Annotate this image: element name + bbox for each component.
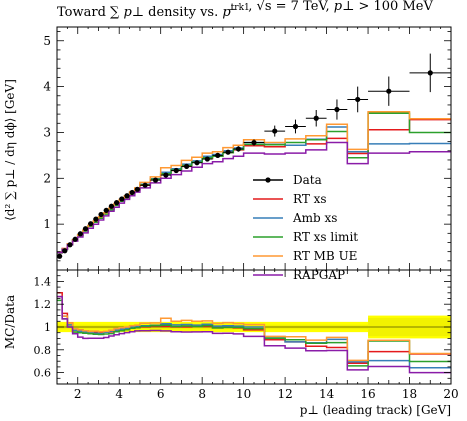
legend-label-3: RT xs limit — [293, 230, 358, 244]
chart-title: Toward ∑ p⊥ density vs. ptrk1⊥, √s = 7 T… — [57, 0, 433, 20]
x-tick-label: 10 — [236, 387, 251, 401]
data-point — [103, 207, 109, 213]
series-line-4 — [57, 141, 451, 254]
x-tick-label: 2 — [74, 387, 82, 401]
data-point — [251, 139, 257, 146]
x-tick-label: 14 — [319, 387, 335, 401]
data-point — [163, 172, 169, 178]
legend-label-4: RT MB UE — [293, 249, 357, 263]
data-point — [56, 253, 63, 259]
ratio-tick-label: 0.6 — [34, 367, 52, 380]
series-line-2 — [57, 112, 451, 254]
legend-label-0: Data — [293, 173, 322, 187]
ratio-tick-label: 1.4 — [34, 275, 52, 288]
data-point — [292, 123, 299, 130]
ratio-panel: 0.6 0.8 1 1.2 1.4 2 4 6 8 10 12 14 16 18 20 MC/Data p… — [3, 269, 459, 417]
ratio-y-axis: 0.6 0.8 1 1.2 1.4 — [34, 275, 451, 385]
main-y-axis: 1 2 3 4 5 — [43, 31, 451, 262]
x-tick-label: 4 — [115, 387, 123, 401]
x-tick-label: 20 — [443, 387, 458, 401]
data-point — [134, 186, 140, 192]
series-line-3 — [57, 111, 451, 254]
data-point — [215, 152, 221, 158]
data-point — [427, 70, 433, 76]
data-point — [124, 193, 130, 199]
legend-label-1: RT xs — [293, 192, 327, 206]
x-tick-label: 18 — [402, 387, 417, 401]
data-point — [72, 236, 78, 242]
data-point — [108, 203, 115, 209]
y-tick-label: 4 — [43, 80, 51, 94]
data-point — [173, 167, 179, 174]
main-frame — [56, 26, 452, 271]
ratio-series-group — [57, 292, 451, 374]
data-point — [152, 177, 159, 183]
data-point — [62, 248, 68, 254]
ratio-line-3 — [57, 295, 451, 362]
ratio-tick-label: 1.2 — [34, 298, 52, 311]
data-point — [114, 200, 120, 206]
x-tick-label: 16 — [360, 387, 375, 401]
data-point — [386, 88, 392, 94]
ratio-line-2 — [57, 299, 451, 367]
ratio-y-label: MC/Data — [3, 295, 17, 349]
data-point — [93, 216, 99, 222]
data-point — [194, 160, 200, 166]
data-point — [88, 221, 94, 227]
y-tick-label: 2 — [43, 171, 51, 185]
data-point — [98, 211, 104, 218]
x-tick-label: 8 — [198, 387, 206, 401]
x-tick-label: 12 — [277, 387, 292, 401]
data-point — [82, 226, 89, 232]
legend-label-2: Amb xs — [292, 211, 337, 225]
legend-marker — [265, 177, 271, 183]
x-axis-label: p⊥ (leading track) [GeV] — [300, 403, 451, 417]
y-tick-label: 5 — [43, 34, 51, 48]
data-point — [272, 128, 278, 134]
data-point — [67, 242, 73, 248]
ratio-tick-label: 0.8 — [34, 344, 52, 357]
main-series-group — [57, 111, 451, 254]
main-panel: 1 2 3 4 5 ⟨d² ∑ p⊥ / dη dϕ⟩ [GeV] — [3, 26, 452, 271]
data-point — [204, 156, 210, 162]
data-point — [334, 106, 340, 113]
data-point — [355, 96, 361, 103]
x-axis: 2 4 6 8 10 12 14 16 18 20 — [66, 270, 459, 401]
data-point — [313, 115, 319, 121]
x-tick-label: 6 — [157, 387, 165, 401]
data-point — [184, 163, 190, 169]
data-point — [142, 182, 148, 188]
data-point — [77, 231, 83, 237]
ratio-tick-label: 1 — [44, 321, 51, 334]
ratio-line-4 — [57, 295, 451, 374]
y-axis-label: ⟨d² ∑ p⊥ / dη dϕ⟩ [GeV] — [3, 79, 17, 221]
data-point — [119, 196, 125, 202]
y-tick-label: 1 — [43, 217, 51, 231]
y-tick-label: 3 — [43, 125, 51, 139]
data-point — [129, 189, 135, 196]
data-point — [225, 149, 231, 155]
data-point — [235, 146, 242, 152]
main-x-ticks — [66, 27, 442, 270]
data-points-group — [56, 53, 451, 259]
